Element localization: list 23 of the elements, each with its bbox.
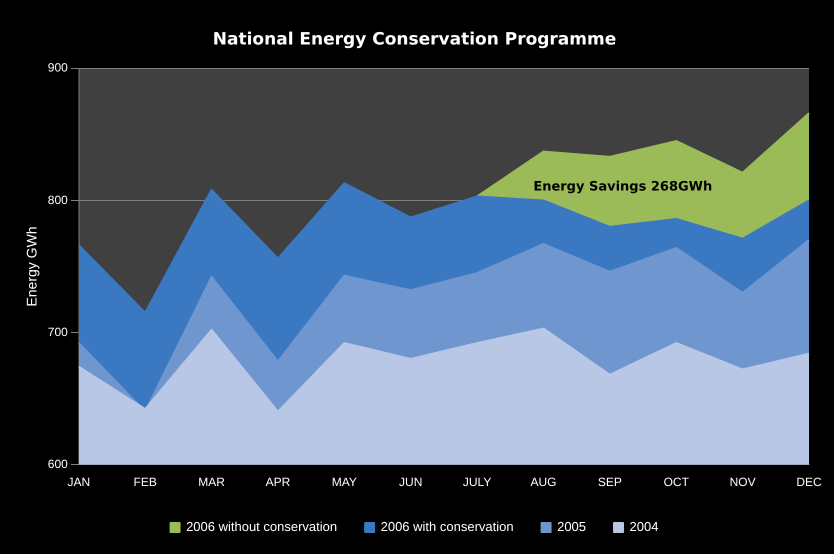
x-tick-label: JULY	[462, 475, 492, 490]
legend-label: 2004	[630, 519, 658, 534]
chart-title: National Energy Conservation Programme	[212, 30, 616, 50]
annotation: Energy Savings 268GWh	[533, 180, 712, 195]
x-tick-label: APR	[266, 475, 291, 490]
legend-label: 2005	[557, 519, 586, 534]
x-tick-label: JAN	[67, 475, 90, 490]
x-tick-label: NOV	[730, 475, 756, 490]
x-tick-label: MAR	[198, 475, 226, 490]
x-tick-label: OCT	[664, 475, 690, 490]
y-tick-label: 800	[48, 192, 68, 207]
x-tick-label: MAY	[332, 475, 357, 490]
y-tick-label: 700	[48, 324, 68, 339]
x-tick-label: SEP	[598, 475, 622, 490]
legend-label: 2006 without conservation	[186, 519, 338, 534]
y-tick-label: 900	[48, 60, 68, 75]
x-tick-label: JUN	[399, 475, 422, 490]
x-tick-label: FEB	[134, 475, 157, 490]
x-tick-label: DEC	[796, 475, 822, 490]
x-tick-label: AUG	[530, 475, 556, 490]
y-tick-label: 600	[48, 456, 68, 471]
y-axis-title: Energy GWh	[23, 226, 40, 307]
legend-label: 2006 with conservation	[380, 519, 514, 534]
